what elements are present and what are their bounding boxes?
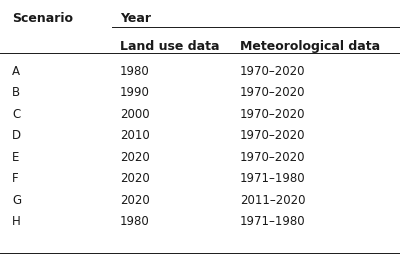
Text: A: A — [12, 65, 20, 78]
Text: 2000: 2000 — [120, 108, 150, 121]
Text: Land use data: Land use data — [120, 40, 220, 53]
Text: 2020: 2020 — [120, 194, 150, 207]
Text: D: D — [12, 129, 21, 142]
Text: 1970–2020: 1970–2020 — [240, 151, 306, 164]
Text: 1980: 1980 — [120, 215, 150, 228]
Text: 2011–2020: 2011–2020 — [240, 194, 306, 207]
Text: F: F — [12, 172, 19, 185]
Text: 1970–2020: 1970–2020 — [240, 108, 306, 121]
Text: 1971–1980: 1971–1980 — [240, 215, 306, 228]
Text: B: B — [12, 86, 20, 99]
Text: H: H — [12, 215, 21, 228]
Text: 2020: 2020 — [120, 151, 150, 164]
Text: Meteorological data: Meteorological data — [240, 40, 380, 53]
Text: Year: Year — [120, 12, 151, 25]
Text: 2020: 2020 — [120, 172, 150, 185]
Text: 1970–2020: 1970–2020 — [240, 65, 306, 78]
Text: 1970–2020: 1970–2020 — [240, 129, 306, 142]
Text: G: G — [12, 194, 21, 207]
Text: 1990: 1990 — [120, 86, 150, 99]
Text: 1980: 1980 — [120, 65, 150, 78]
Text: 2010: 2010 — [120, 129, 150, 142]
Text: C: C — [12, 108, 20, 121]
Text: 1971–1980: 1971–1980 — [240, 172, 306, 185]
Text: E: E — [12, 151, 19, 164]
Text: Scenario: Scenario — [12, 12, 73, 25]
Text: 1970–2020: 1970–2020 — [240, 86, 306, 99]
